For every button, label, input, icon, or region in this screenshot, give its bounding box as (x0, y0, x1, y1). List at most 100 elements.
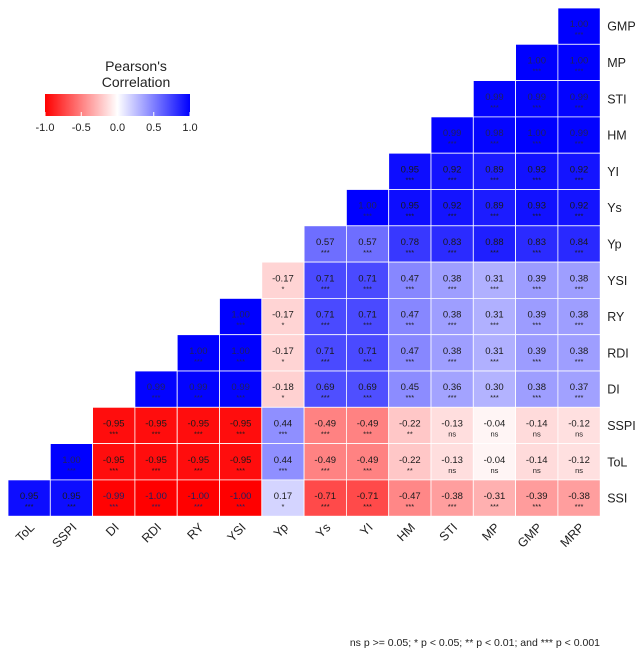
cell-value-label: 0.39 (528, 273, 547, 284)
heatmap-cell-fill (388, 334, 432, 372)
cell-value-label: 0.98 (485, 128, 504, 139)
heatmap-cell: 0.95*** (7, 479, 51, 517)
heatmap-cell-fill (430, 261, 474, 299)
heatmap-cell: -0.49*** (345, 443, 390, 481)
heatmap-cell-fill (515, 152, 559, 190)
cell-value-label: 0.89 (485, 201, 504, 212)
cell-significance-label: *** (152, 393, 161, 402)
column-label: STI (437, 520, 461, 544)
cell-significance-label: *** (363, 502, 372, 511)
heatmap-cell-fill (388, 225, 432, 263)
cell-value-label: 1.00 (189, 346, 208, 357)
cell-significance-label: *** (490, 284, 499, 293)
legend-tick-label: -0.5 (72, 122, 91, 134)
cell-significance-label: *** (448, 393, 457, 402)
heatmap-cell-fill (49, 479, 93, 517)
cell-significance-label: *** (109, 502, 118, 511)
cell-value-label: 0.89 (485, 164, 504, 175)
cell-value-label: -0.49 (357, 455, 379, 466)
cell-value-label: 0.71 (358, 310, 377, 321)
heatmap-cell: 0.31*** (472, 297, 516, 336)
heatmap-cell-fill (219, 479, 263, 517)
cell-significance-label: *** (490, 139, 499, 148)
cell-significance-label: *** (575, 66, 584, 75)
heatmap-cell-fill (303, 443, 347, 481)
heatmap-cell: -0.38*** (557, 479, 601, 517)
heatmap-cell: -0.49*** (303, 406, 347, 444)
heatmap-cell: -1.00*** (176, 479, 220, 517)
cell-value-label: 0.38 (443, 310, 462, 321)
cell-value-label: 0.31 (485, 346, 504, 357)
heatmap-cell: 0.71*** (303, 334, 347, 372)
cell-significance-label: *** (405, 357, 414, 366)
cell-value-label: 0.99 (528, 92, 547, 103)
heatmap-cell: 0.39*** (515, 261, 559, 299)
cell-value-label: -0.95 (103, 455, 125, 466)
legend-tick-label: 1.0 (182, 122, 197, 134)
cell-significance-label: *** (321, 502, 330, 511)
cell-value-label: 0.83 (528, 237, 547, 248)
legend-colorbar (45, 94, 190, 116)
cell-significance-label: *** (575, 284, 584, 293)
significance-footnote: ns p >= 0.05; * p < 0.05; ** p < 0.01; a… (350, 637, 600, 649)
heatmap-cell-fill (303, 261, 347, 299)
cell-value-label: 0.99 (189, 382, 208, 393)
heatmap-cell: 0.98*** (472, 116, 516, 154)
cell-value-label: -1.00 (230, 491, 252, 502)
heatmap-cell-fill (472, 80, 516, 118)
heatmap-cell: 0.38*** (515, 370, 559, 408)
cell-value-label: 0.99 (570, 92, 589, 103)
heatmap-cell: 0.44*** (261, 443, 305, 481)
cell-value-label: 0.30 (485, 382, 504, 393)
legend: Pearson's Correlation -1.0 -0.5 0.0 0.5 1.0 (36, 58, 198, 134)
column-label: DI (103, 520, 122, 539)
cell-significance-label: *** (575, 175, 584, 184)
cell-value-label: 0.38 (443, 273, 462, 284)
cell-value-label: -0.71 (314, 491, 336, 502)
row-labels: GMP MP STI HM YI Ys Yp YSI RY RDI DI SSPI ToL SSI (607, 20, 636, 506)
cell-significance-label: *** (405, 212, 414, 221)
heatmap-cell: -0.95*** (219, 406, 263, 444)
heatmap-cell: 0.38*** (430, 297, 474, 336)
cell-significance-label: *** (575, 139, 584, 148)
cell-significance-label: *** (405, 284, 414, 293)
heatmap-cell: 1.00*** (219, 334, 263, 372)
column-label: MP (479, 520, 502, 543)
heatmap-cell-fill (557, 7, 601, 45)
heatmap-cell: 0.44*** (261, 406, 305, 444)
row-label: MP (607, 56, 626, 70)
heatmap-cell: 0.69*** (345, 370, 390, 408)
cell-significance-label: *** (532, 103, 541, 112)
cell-value-label: 0.99 (570, 128, 589, 139)
cell-significance-label: *** (448, 212, 457, 221)
row-label: YSI (607, 274, 627, 288)
heatmap-cell-fill (515, 334, 559, 372)
column-label: Ys (313, 520, 333, 540)
heatmap-cell: 0.57*** (345, 225, 390, 263)
cell-significance-label: *** (532, 502, 541, 511)
heatmap-cell-fill (345, 479, 390, 517)
heatmap-cell: 1.00*** (557, 43, 601, 81)
heatmap-cell-fill (515, 479, 559, 517)
cell-significance-label: * (281, 284, 284, 293)
row-label: Ys (607, 201, 622, 215)
cell-value-label: 0.47 (401, 346, 420, 357)
cell-significance-label: *** (532, 248, 541, 257)
heatmap-cell-fill (515, 189, 559, 227)
heatmap-cell: 1.00*** (515, 43, 559, 81)
cell-significance-label: *** (279, 429, 288, 438)
heatmap-cell: 0.92*** (557, 152, 601, 190)
heatmap-cell-fill (557, 43, 601, 81)
cell-significance-label: *** (236, 321, 245, 330)
heatmap-cell: 0.38*** (557, 261, 601, 299)
heatmap-cell: 0.57*** (303, 225, 347, 263)
heatmap-cell: 0.93*** (515, 189, 559, 227)
heatmap-cell: -0.22** (388, 443, 432, 481)
row-label: GMP (607, 20, 635, 34)
cell-significance-label: *** (532, 393, 541, 402)
cell-significance-label: *** (448, 248, 457, 257)
row-label: ToL (607, 455, 627, 469)
